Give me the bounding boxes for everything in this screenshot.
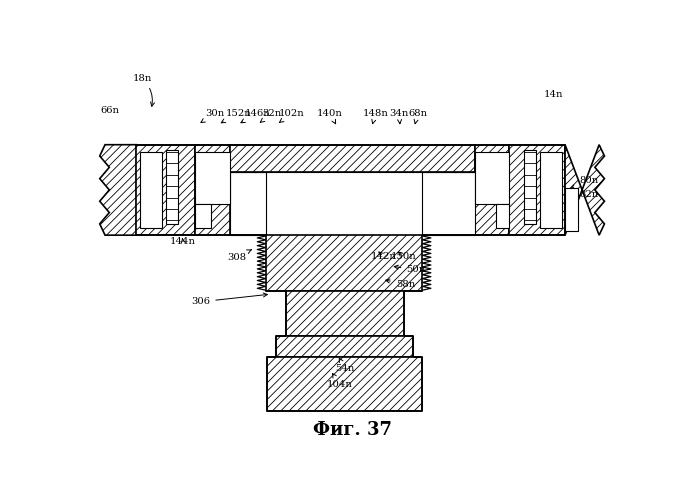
Text: Фиг. 37: Фиг. 37 [313, 422, 392, 440]
Text: 140n: 140n [317, 108, 343, 124]
Polygon shape [276, 336, 414, 357]
Polygon shape [100, 144, 137, 235]
Polygon shape [229, 144, 475, 172]
Polygon shape [565, 144, 605, 235]
Text: 80n: 80n [571, 176, 598, 188]
Text: 50n: 50n [394, 265, 426, 274]
Text: 152n: 152n [221, 108, 251, 123]
Polygon shape [286, 291, 404, 337]
Text: 150n: 150n [390, 252, 416, 261]
Text: 34n: 34n [390, 108, 409, 124]
Text: 32n: 32n [260, 108, 282, 122]
Polygon shape [195, 152, 229, 204]
Text: 306: 306 [191, 293, 267, 306]
Polygon shape [423, 172, 475, 235]
Text: 148n: 148n [363, 108, 389, 124]
Text: 66n: 66n [101, 106, 120, 114]
Polygon shape [523, 150, 536, 224]
Polygon shape [475, 144, 509, 235]
Polygon shape [137, 144, 195, 235]
Text: 142n: 142n [371, 252, 396, 261]
Polygon shape [475, 152, 509, 204]
Polygon shape [166, 150, 178, 224]
Polygon shape [496, 204, 509, 228]
Polygon shape [565, 188, 578, 230]
Text: 82n: 82n [572, 190, 598, 202]
Text: 58n: 58n [385, 279, 415, 288]
Polygon shape [229, 172, 266, 235]
Polygon shape [509, 144, 565, 235]
Polygon shape [267, 357, 423, 411]
Text: 30n: 30n [201, 108, 225, 122]
Text: 308: 308 [227, 250, 251, 262]
Polygon shape [539, 152, 562, 228]
Text: 146n: 146n [241, 108, 270, 122]
Polygon shape [139, 152, 162, 228]
Text: 68n: 68n [408, 108, 427, 124]
Text: 54n: 54n [335, 358, 354, 374]
Text: 102n: 102n [279, 108, 305, 122]
Polygon shape [195, 204, 211, 228]
Polygon shape [195, 144, 229, 235]
Polygon shape [266, 235, 423, 291]
Text: 104n: 104n [326, 374, 352, 388]
Text: 14n: 14n [544, 90, 563, 99]
Text: 18n: 18n [133, 74, 155, 106]
Text: 144n: 144n [170, 237, 196, 246]
